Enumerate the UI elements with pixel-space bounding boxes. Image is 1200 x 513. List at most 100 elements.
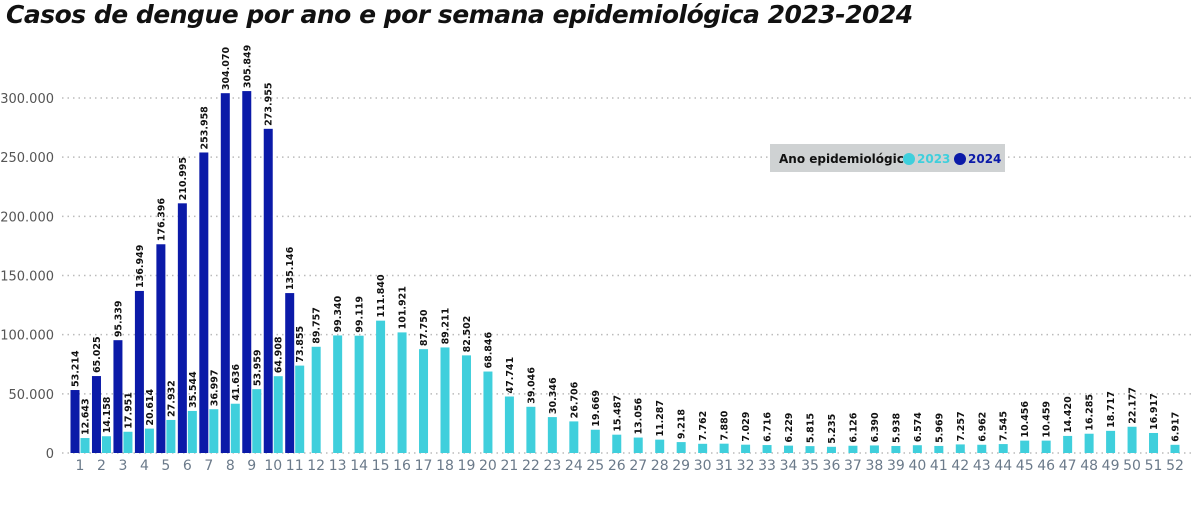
y-tick-label: 300.000	[0, 92, 54, 107]
bar-253958	[199, 152, 209, 453]
x-tick-label: 24	[565, 458, 583, 474]
bar-10456	[1020, 440, 1030, 453]
bar-82502	[461, 355, 471, 453]
x-tick-label: 45	[1016, 458, 1034, 474]
x-tick-label: 19	[458, 458, 476, 474]
bar-16917	[1149, 432, 1159, 453]
x-tick-label: 18	[436, 458, 454, 474]
bar-210995	[177, 203, 187, 453]
data-label: 7.545	[999, 411, 1010, 441]
data-label: 20.614	[145, 389, 156, 426]
x-tick-label: 27	[629, 458, 647, 474]
x-tick-label: 33	[758, 458, 776, 474]
data-label: 7.029	[741, 412, 752, 442]
bar-65025	[91, 376, 101, 453]
x-tick-label: 41	[930, 458, 948, 474]
x-tick-label: 51	[1145, 458, 1163, 474]
bar-39046	[526, 406, 536, 453]
data-label: 89.757	[312, 307, 323, 344]
x-tick-label: 4	[140, 458, 149, 474]
bar-7880	[719, 443, 729, 453]
bar-14158	[101, 436, 111, 453]
data-label: 210.995	[178, 157, 189, 200]
data-label: 5.969	[934, 413, 945, 443]
data-label: 7.257	[956, 411, 967, 441]
data-label: 99.340	[333, 295, 344, 332]
data-label: 19.669	[591, 390, 602, 427]
x-tick-label: 39	[887, 458, 905, 474]
bar-6229	[784, 445, 794, 453]
bar-87750	[419, 349, 429, 453]
x-tick-label: 6	[183, 458, 192, 474]
data-label: 135.146	[285, 246, 296, 290]
x-tick-label: 20	[479, 458, 497, 474]
x-tick-label: 23	[543, 458, 561, 474]
x-tick-label: 1	[76, 458, 85, 474]
data-label: 10.456	[1020, 401, 1031, 438]
x-tick-label: 29	[672, 458, 690, 474]
bar-304070	[220, 93, 230, 453]
data-label: 22.177	[1128, 387, 1139, 424]
data-label: 27.932	[166, 380, 177, 417]
x-tick-label: 26	[608, 458, 626, 474]
data-label: 9.218	[677, 409, 688, 439]
x-tick-label: 34	[780, 458, 798, 474]
legend-marker-2023	[903, 153, 915, 165]
x-tick-label: 43	[973, 458, 991, 474]
data-label: 305.849	[242, 45, 253, 88]
data-label: 35.544	[188, 371, 199, 408]
bar-7029	[741, 444, 751, 453]
bar-5815	[805, 446, 815, 453]
bar-6574	[912, 445, 922, 453]
bar-17951	[123, 431, 133, 453]
x-tick-label: 50	[1123, 458, 1141, 474]
data-label: 39.046	[526, 367, 537, 404]
x-tick-label: 48	[1080, 458, 1098, 474]
data-label: 111.840	[376, 274, 387, 318]
data-label: 30.346	[548, 377, 559, 414]
bar-6917	[1170, 444, 1180, 453]
x-tick-label: 9	[247, 458, 256, 474]
bar-101921	[397, 332, 407, 453]
data-label: 53.214	[71, 350, 82, 387]
data-label: 6.126	[848, 412, 859, 442]
data-label: 14.420	[1063, 396, 1074, 433]
x-tick-label: 16	[393, 458, 411, 474]
x-tick-label: 5	[161, 458, 170, 474]
bar-11287	[655, 439, 665, 453]
data-label: 304.070	[221, 47, 232, 91]
bar-27932	[166, 419, 176, 453]
bar-64908	[273, 376, 283, 453]
data-label: 18.717	[1106, 391, 1117, 428]
y-tick-label: 0	[46, 447, 54, 462]
bar-89757	[311, 346, 321, 453]
data-label: 10.459	[1042, 401, 1053, 438]
data-label: 87.750	[419, 309, 430, 346]
bar-36997	[209, 409, 219, 453]
data-label: 16.917	[1149, 393, 1160, 430]
x-tick-label: 3	[118, 458, 127, 474]
data-label: 5.815	[806, 413, 817, 443]
x-tick-label: 38	[865, 458, 883, 474]
bar-30346	[547, 417, 557, 453]
bar-53959	[252, 389, 262, 453]
bar-273955	[263, 128, 273, 453]
bar-22177	[1127, 426, 1137, 453]
bar-6716	[762, 445, 772, 453]
bar-99119	[354, 335, 364, 453]
y-tick-label: 250.000	[0, 151, 54, 166]
bar-7257	[955, 444, 965, 453]
x-tick-label: 21	[500, 458, 518, 474]
x-tick-label: 8	[226, 458, 235, 474]
legend-label-2024: 2024	[968, 152, 1001, 166]
bar-47741	[504, 396, 514, 453]
bar-7762	[698, 443, 708, 453]
y-tick-label: 200.000	[0, 210, 54, 225]
chart-title: Casos de dengue por ano e por semana epi…	[6, 0, 913, 29]
bar-89211	[440, 347, 450, 453]
x-tick-label: 37	[844, 458, 862, 474]
bar-12643	[80, 438, 90, 453]
x-tick-label: 12	[307, 458, 325, 474]
legend-label-2023: 2023	[917, 152, 950, 166]
